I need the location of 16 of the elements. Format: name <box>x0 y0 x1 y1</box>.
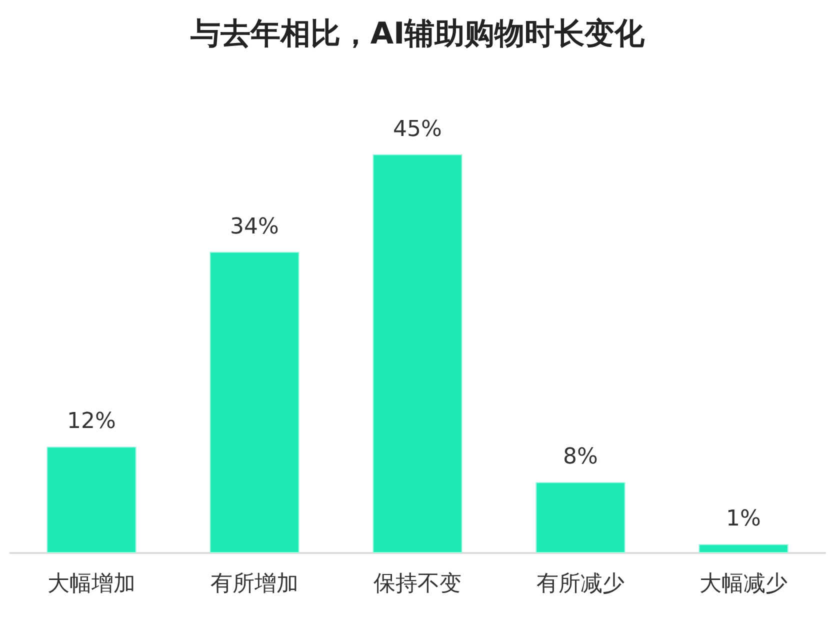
bar <box>46 446 136 553</box>
bar <box>698 544 788 553</box>
x-tick-label: 有所增加 <box>210 572 298 596</box>
chart-title: 与去年相比，AI辅助购物时长变化 <box>189 16 646 52</box>
data-label: 8% <box>563 444 598 470</box>
data-label: 45% <box>393 116 442 142</box>
bar <box>536 482 626 553</box>
bar <box>210 252 300 553</box>
data-label: 34% <box>230 214 279 240</box>
data-label: 12% <box>67 409 116 434</box>
x-tick-label: 大幅增加 <box>48 572 136 596</box>
x-tick-label: 保持不变 <box>374 572 462 596</box>
x-tick-label: 大幅减少 <box>700 572 788 596</box>
data-label: 1% <box>726 506 761 532</box>
x-tick-label: 有所减少 <box>536 572 624 596</box>
bar <box>372 154 462 553</box>
